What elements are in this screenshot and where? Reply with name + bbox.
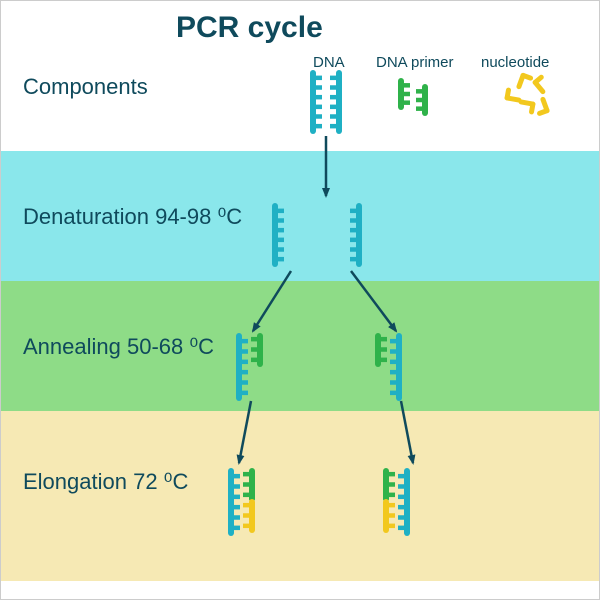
diagram-canvas (1, 1, 600, 600)
pcr-cycle-diagram: PCR cycle Components Denaturation 94-98 … (0, 0, 600, 600)
